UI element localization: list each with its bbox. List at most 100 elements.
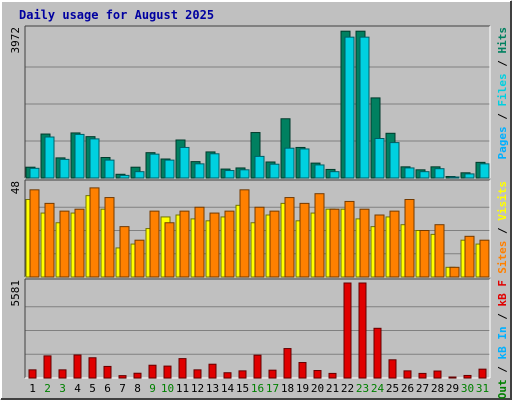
- axis-label-kb-in: kB In: [496, 326, 509, 359]
- bar-sites-day-19: [299, 202, 310, 278]
- axis-label-sites: Sites: [496, 241, 509, 274]
- bar-sites-day-13: [209, 212, 220, 278]
- bar-files-day-15: [239, 169, 250, 179]
- bar-kb-day-22: [343, 282, 352, 379]
- chart-title: Daily usage for August 2025: [19, 8, 214, 22]
- x-tick-label: 26: [401, 382, 414, 395]
- bar-kb-day-26: [403, 370, 412, 379]
- bar-files-day-19: [299, 148, 310, 179]
- bar-kb-day-14: [223, 372, 232, 379]
- bar-kb-day-13: [208, 363, 217, 379]
- bar-kb-day-24: [373, 327, 382, 379]
- bar-kb-day-9: [148, 364, 157, 379]
- bar-sites-day-11: [179, 210, 190, 278]
- axis-label-kb-f: kB F: [496, 280, 509, 307]
- bar-sites-day-8: [134, 239, 145, 278]
- bar-kb-day-16: [253, 354, 262, 379]
- x-tick-label: 3: [59, 382, 66, 395]
- x-tick-label: 22: [341, 382, 354, 395]
- bar-sites-day-2: [44, 202, 55, 278]
- bar-kb-day-1: [28, 369, 37, 379]
- x-tick-label: 18: [281, 382, 294, 395]
- axis-label-pages: Pages: [496, 126, 509, 159]
- bar-kb-day-11: [178, 358, 187, 379]
- bar-sites-day-23: [359, 208, 370, 278]
- bar-sites-day-6: [104, 197, 115, 278]
- bar-files-day-25: [389, 142, 400, 179]
- axis-label-visits: Visits: [496, 181, 509, 221]
- x-tick-label: 16: [251, 382, 264, 395]
- bar-kb-day-7: [118, 375, 127, 379]
- bar-sites-day-4: [74, 208, 85, 278]
- x-tick-label: 4: [74, 382, 81, 395]
- panel-visits-sites: 48 Sites / Visits: [9, 179, 509, 278]
- x-tick-label: 14: [221, 382, 235, 395]
- bar-sites-day-9: [149, 210, 160, 278]
- bar-sites-day-7: [119, 226, 130, 278]
- panel-hits-files-pages: 3972 Pages / Files / Hits: [9, 25, 509, 179]
- y-max-label: 48: [9, 181, 22, 194]
- bar-kb-day-10: [163, 365, 172, 379]
- bar-sites-day-18: [284, 197, 295, 278]
- x-tick-label: 31: [476, 382, 489, 395]
- bar-files-day-23: [359, 36, 370, 179]
- x-tick-label: 15: [236, 382, 249, 395]
- bar-files-day-24: [374, 138, 385, 179]
- bar-kb-day-30: [463, 374, 472, 379]
- x-tick-label: 6: [104, 382, 111, 395]
- bar-kb-day-2: [43, 355, 52, 379]
- bar-sites-day-25: [389, 210, 400, 278]
- bar-files-day-18: [284, 147, 295, 179]
- bar-files-day-26: [404, 167, 415, 179]
- bar-sites-day-12: [194, 206, 205, 278]
- series-axis-label: Pages / Files / Hits: [496, 27, 509, 160]
- x-tick-label: 28: [431, 382, 444, 395]
- x-tick-label: 23: [356, 382, 369, 395]
- bar-files-day-20: [314, 164, 325, 179]
- axis-label-separator: /: [496, 107, 509, 127]
- bar-kb-day-19: [298, 362, 307, 379]
- bar-sites-day-21: [329, 208, 340, 278]
- x-tick-label: 7: [119, 382, 126, 395]
- x-tick-label: 2: [44, 382, 51, 395]
- x-axis-day-labels: 1 2 3 4 5 6 7 8 9 10 11 12 13 14 15 16 17 18 19 20 21 22 23 24 2…: [29, 382, 489, 395]
- x-tick-label: 1: [29, 382, 36, 395]
- y-max-label: 5581: [9, 280, 22, 307]
- bar-files-day-17: [269, 163, 280, 179]
- bar-kb-day-5: [88, 357, 97, 379]
- bar-kb-day-15: [238, 370, 247, 379]
- bar-sites-day-5: [89, 187, 100, 278]
- x-tick-label: 21: [326, 382, 339, 395]
- bar-files-day-27: [419, 171, 430, 179]
- bar-kb-day-8: [133, 372, 142, 379]
- axis-label-separator: /: [496, 221, 509, 241]
- bar-kb-day-25: [388, 359, 397, 379]
- bar-files-day-31: [479, 163, 490, 179]
- bar-kb-day-18: [283, 348, 292, 379]
- axis-label-hits: Hits: [496, 27, 509, 54]
- bar-sites-day-27: [419, 230, 430, 278]
- bar-sites-day-16: [254, 206, 265, 278]
- bar-kb-day-12: [193, 369, 202, 379]
- bar-files-day-7: [119, 174, 130, 179]
- bar-files-day-8: [134, 171, 145, 179]
- panel-kbytes: 5581 kB Out / kB In / kB F: [9, 278, 509, 400]
- x-tick-label: 30: [461, 382, 474, 395]
- bar-sites-day-29: [449, 266, 460, 278]
- bar-sites-day-3: [59, 210, 70, 278]
- y-max-label: 3972: [9, 27, 22, 54]
- x-tick-label: 25: [386, 382, 399, 395]
- bar-sites-day-22: [344, 200, 355, 278]
- bar-sites-day-10: [164, 222, 175, 278]
- bar-files-day-13: [209, 153, 220, 179]
- bar-files-day-30: [464, 173, 475, 179]
- bar-kb-day-3: [58, 369, 67, 379]
- bar-files-day-10: [164, 159, 175, 179]
- bar-files-day-3: [59, 158, 70, 179]
- axis-label-separator: /: [496, 307, 509, 327]
- bar-sites-day-31: [479, 239, 490, 278]
- bar-sites-day-30: [464, 235, 475, 278]
